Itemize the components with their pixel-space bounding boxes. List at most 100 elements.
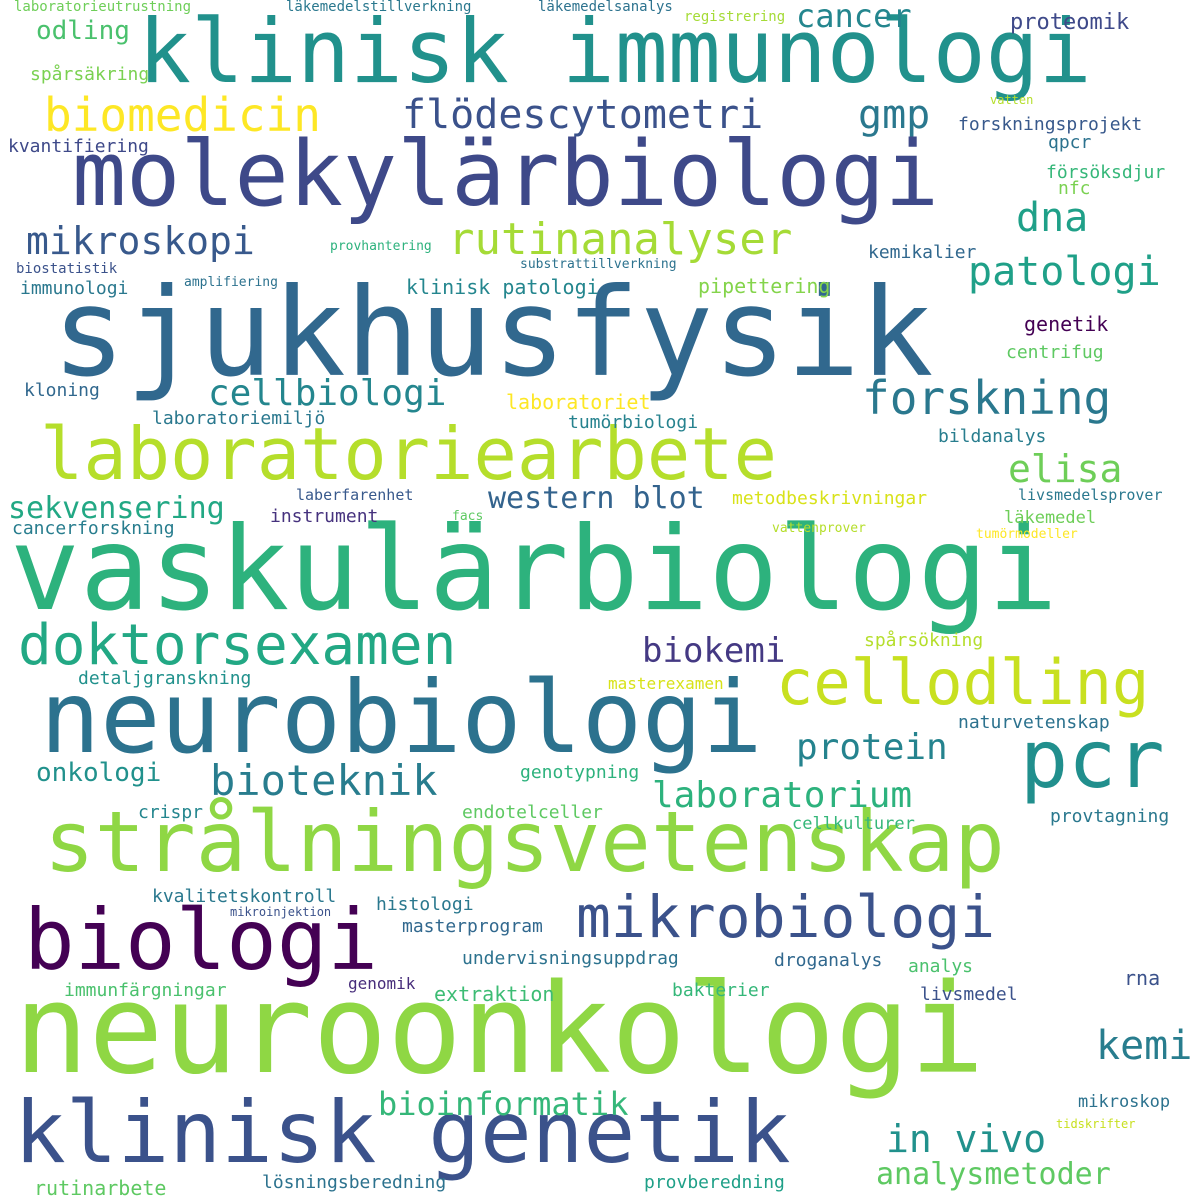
word-forskningsprojekt: forskningsprojekt [958,114,1143,135]
word-western-blot: western blot [488,481,705,516]
word-droganalys: droganalys [774,950,883,971]
word-protein: protein [796,727,948,768]
word-genomik: genomik [348,974,416,993]
word-klinisk-patologi: klinisk patologi [406,275,599,299]
word-biologi: biologi [24,891,379,989]
word-naturvetenskap: naturvetenskap [958,712,1110,733]
word-lakemedelstillverkning: läkemedelstillverkning [286,0,472,15]
word-laboratorium: laboratorium [652,775,913,816]
word-genetik: genetik [1024,312,1109,336]
word-laberfarenhet: laberfarenhet [296,486,414,504]
word-masterexamen: masterexamen [608,674,724,693]
word-genotypning: genotypning [520,762,640,783]
word-livsmedelsprover: livsmedelsprover [1018,486,1163,504]
word-kvalitetskontroll: kvalitetskontroll [152,886,337,907]
word-kemikalier: kemikalier [868,242,977,263]
word-klinisk-immunologi: klinisk immunologi [138,0,1092,103]
word-vattenprover: vattenprover [772,521,866,536]
word-kemi: kemi [1096,1023,1193,1069]
word-elisa: elisa [1008,447,1123,491]
word-cancerforskning: cancerforskning [12,518,175,539]
word-nfc: nfc [1058,178,1091,199]
word-mikrobiologi: mikrobiologi [576,883,996,951]
word-analys: analys [908,956,974,977]
word-bioinformatik: bioinformatik [378,1085,629,1123]
word-detaljgranskning: detaljgranskning [78,668,252,689]
word-provtagning: provtagning [1050,806,1170,827]
word-klinisk-genetik: klinisk genetik [14,1083,791,1183]
word-biomedicin: biomedicin [44,88,321,142]
word-cellodling: cellodling [776,646,1150,719]
word-onkologi: onkologi [36,758,162,788]
word-bakterier: bakterier [672,980,770,1001]
word-laboratoriet: laboratoriet [506,390,651,414]
word-mikroskop: mikroskop [1078,1092,1171,1112]
word-tumormodeller: tumörmodeller [976,527,1078,542]
word-kvantifiering: kvantifiering [8,136,149,157]
word-neurobiologi: neurobiologi [40,659,763,776]
word-in-vivo: in vivo [886,1117,1047,1161]
word-laboratorieutrustning: laboratorieutrustning [14,0,192,15]
word-sparsokning: spårsökning [864,630,984,651]
word-molekylarbiologi: molekylärbiologi [72,122,939,227]
word-centrifug: centrifug [1006,342,1104,363]
word-provhantering: provhantering [330,239,432,254]
word-laboratoriearbete: laboratoriearbete [40,412,777,496]
word-tumorbiologi: tumörbiologi [568,412,699,433]
word-doktorsexamen: doktorsexamen [18,613,457,678]
word-analysmetoder: analysmetoder [876,1157,1111,1192]
word-mikroskopi: mikroskopi [26,219,255,263]
word-biokemi: biokemi [642,631,786,671]
word-neuroonkologi: neuroonkologi [14,958,985,1102]
word-flodescytometri: flödescytometri [402,92,764,138]
word-livsmedel: livsmedel [920,984,1018,1005]
word-facs: facs [452,509,484,524]
word-qpcr: qpcr [1048,132,1092,153]
word-pipettering: pipettering [698,274,831,298]
word-lakemedelsanalys: läkemedelsanalys [538,0,673,15]
word-sparsakring: spårsäkring [30,64,150,85]
word-forskning: forskning [862,371,1112,425]
word-biostatistik: biostatistik [16,261,118,277]
word-gmp: gmp [858,92,931,138]
word-endotelceller: endotelceller [462,802,603,823]
word-undervisningsuppdrag: undervisningsuppdrag [462,948,679,969]
word-sekvensering: sekvensering [8,491,225,526]
word-masterprogram: masterprogram [402,916,543,937]
word-dna: dna [1016,195,1089,241]
word-histologi: histologi [376,894,474,915]
word-rutinanalyser: rutinanalyser [448,214,793,265]
word-pcr: pcr [1020,713,1165,806]
word-losningsberedning: lösningsberedning [262,1172,447,1193]
word-immunologi: immunologi [20,278,129,299]
word-patologi: patologi [968,249,1161,295]
word-cellbiologi: cellbiologi [208,373,447,414]
word-proteomik: proteomik [1010,10,1130,35]
word-rna: rna [1124,966,1161,990]
word-crispr: crispr [138,802,204,823]
word-bildanalys: bildanalys [938,426,1047,447]
word-mikroinjektion: mikroinjektion [230,905,332,919]
word-kloning: kloning [24,380,100,401]
word-provberedning: provberedning [644,1172,785,1193]
word-forsoksdjur: försöksdjur [1046,162,1166,183]
word-extraktion: extraktion [434,982,555,1006]
word-substrattillverkning: substrattillverkning [520,257,677,272]
word-tidskrifter: tidskrifter [1056,1117,1136,1131]
word-immunfargningar: immunfärgningar [64,980,227,1001]
word-laboratoriemiljo: laboratoriemiljö [152,408,326,429]
word-vatten: vatten [990,93,1034,107]
word-vaskularbiologi: vaskulärbiologi [10,502,1058,637]
word-lakemedel: läkemedel [1004,508,1097,528]
word-rutinarbete: rutinarbete [34,1176,167,1200]
word-bioteknik: bioteknik [210,756,438,805]
word-metodbeskrivningar: metodbeskrivningar [732,488,928,509]
word-stralningsvetenskap: strålningsvetenskap [44,793,1005,891]
word-cellkulturer: cellkulturer [792,814,915,834]
word-sjukhusfysik: sjukhusfysik [52,262,934,404]
word-odling: odling [36,16,130,46]
word-amplifiering: amplifiering [184,275,278,290]
word-instrument: instrument [270,506,379,527]
word-cancer: cancer [796,0,912,35]
